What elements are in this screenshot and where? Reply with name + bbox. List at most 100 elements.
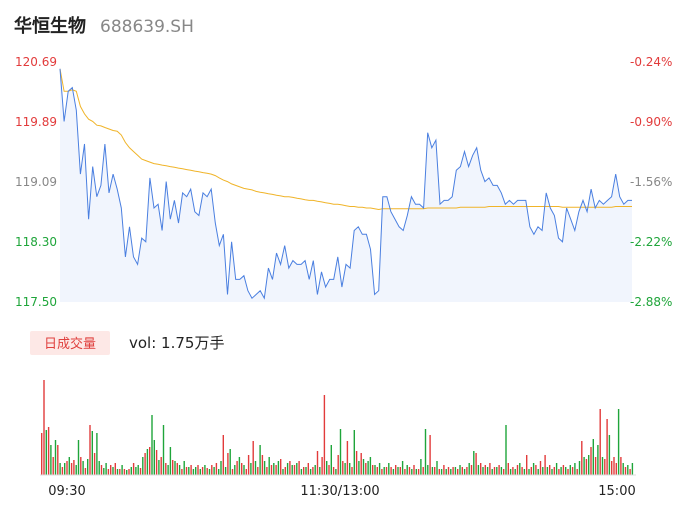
volume-bar: [535, 465, 537, 475]
volume-bar: [461, 467, 463, 475]
volume-bar: [546, 467, 549, 475]
volume-bar: [107, 469, 110, 475]
y-tick-left: 117.50: [15, 295, 57, 309]
volume-bar: [629, 469, 631, 475]
volume-bar: [427, 465, 429, 475]
volume-bar: [146, 449, 149, 475]
volume-bar: [521, 467, 523, 475]
volume-bar: [392, 469, 395, 475]
volume-bar: [135, 467, 137, 475]
volume-header: 日成交量 vol: 1.75万手: [30, 331, 224, 355]
volume-bar: [339, 429, 342, 475]
volume-bar: [227, 453, 229, 475]
volume-bar: [537, 469, 539, 475]
volume-bar: [445, 469, 447, 475]
volume-bar: [470, 465, 473, 475]
volume-bar: [303, 467, 305, 475]
volume-bar: [57, 445, 59, 475]
volume-bar: [468, 463, 470, 475]
time-tick: 15:00: [598, 484, 635, 499]
volume-bar: [176, 463, 178, 475]
volume-bar: [208, 469, 211, 475]
y-tick-right: -0.24%: [630, 55, 672, 69]
volume-bar: [172, 460, 174, 475]
volume-bar: [484, 465, 486, 475]
volume-bar: [344, 463, 346, 475]
y-tick-right: -2.22%: [630, 235, 672, 249]
volume-bar: [165, 463, 167, 475]
volume-bar: [211, 465, 213, 475]
volume-bar: [259, 445, 261, 475]
volume-bar: [188, 467, 190, 475]
volume-bar: [41, 433, 43, 475]
volume-bar: [498, 465, 500, 475]
stock-code: 688639.SH: [100, 17, 194, 37]
volume-bar: [139, 468, 142, 475]
volume-bar: [220, 461, 222, 475]
volume-bar: [355, 451, 358, 475]
volume-bar: [119, 469, 121, 475]
volume-bar: [50, 445, 52, 475]
volume-bar: [489, 463, 491, 475]
volume-bar: [617, 409, 620, 475]
volume-bar: [309, 469, 312, 475]
volume-bar: [280, 459, 282, 475]
volume-bar: [466, 467, 468, 475]
volume-bar: [192, 469, 195, 475]
volume-bar: [365, 463, 367, 475]
volume-bar: [229, 449, 231, 475]
volume-bar: [257, 467, 259, 475]
volume-bar: [514, 469, 516, 475]
volume-bar: [195, 467, 197, 475]
y-tick-right: -1.56%: [630, 175, 672, 189]
volume-bar: [289, 461, 291, 475]
volume-bar: [268, 457, 270, 475]
volume-bar: [477, 465, 480, 475]
volume-bar: [620, 457, 622, 475]
volume-bar: [330, 445, 332, 475]
volume-bar: [128, 469, 130, 475]
volume-bar: [482, 467, 484, 475]
volume-bar: [243, 465, 245, 475]
volume-bar: [500, 467, 503, 475]
volume-bar: [270, 465, 273, 475]
y-tick-left: 118.30: [15, 235, 57, 249]
volume-bar: [581, 441, 583, 475]
volume-bar: [399, 467, 401, 475]
volume-bar: [218, 469, 220, 475]
volume-bar: [447, 467, 450, 475]
volume-bar: [608, 435, 611, 475]
volume-bar: [93, 453, 96, 475]
volume-bar: [296, 463, 298, 475]
volume-badge: [30, 331, 110, 355]
volume-bar: [565, 467, 567, 475]
volume-bar: [47, 427, 50, 475]
volume-bar: [594, 457, 597, 475]
volume-bar: [383, 467, 385, 475]
volume-bar: [335, 469, 337, 475]
volume-bar: [61, 467, 64, 475]
volume-bar: [206, 468, 208, 475]
volume-bar: [284, 467, 286, 475]
volume-bar: [611, 461, 613, 475]
volume-bar: [126, 470, 128, 475]
volume-bar: [624, 467, 627, 475]
volume-bar: [496, 467, 498, 475]
volume-bar: [512, 467, 514, 475]
volume-bar: [123, 469, 126, 475]
volume-bar: [144, 453, 146, 475]
y-axis-left: 120.69 119.89 119.09 118.30 117.50: [15, 55, 57, 309]
volume-bar: [84, 468, 87, 475]
volume-bar: [252, 441, 254, 475]
volume-bar: [199, 469, 201, 475]
volume-bar: [98, 461, 100, 475]
volume-bar: [549, 465, 551, 475]
volume-bar: [569, 465, 571, 475]
volume-bar: [406, 465, 408, 475]
volume-bar: [567, 469, 569, 475]
volume-bar: [493, 467, 496, 475]
volume-bar: [110, 465, 112, 475]
time-tick: 11:30/13:00: [300, 484, 379, 499]
volume-bar: [328, 465, 330, 475]
